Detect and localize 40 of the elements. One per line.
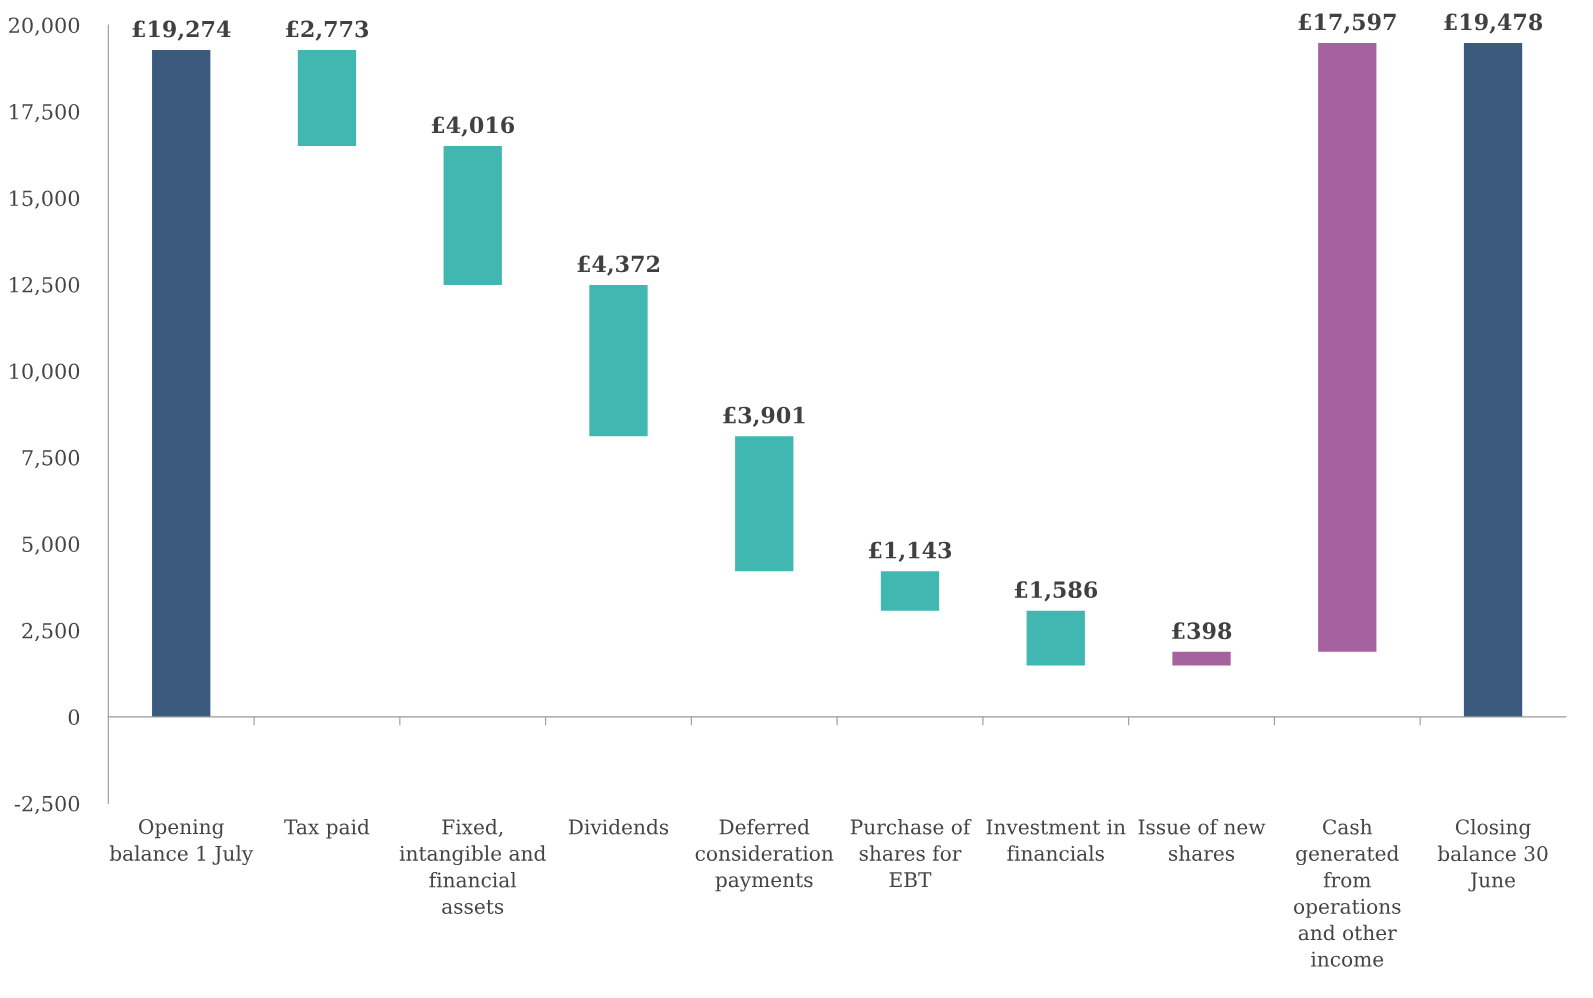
x-tick-label: Issue of new shares bbox=[1138, 818, 1266, 861]
bar bbox=[1172, 651, 1231, 666]
bar bbox=[589, 284, 648, 437]
data-label: £19,478 bbox=[1444, 13, 1543, 34]
y-tick-label: -2,500 bbox=[14, 795, 80, 815]
data-label: £19,274 bbox=[132, 20, 231, 41]
y-tick-label: 7,500 bbox=[22, 449, 80, 469]
y-tick-label: 20,000 bbox=[9, 17, 80, 36]
bar bbox=[880, 571, 940, 611]
bar bbox=[1318, 43, 1377, 652]
bar bbox=[1026, 610, 1085, 666]
bar bbox=[1463, 43, 1523, 717]
x-tick-label: Cash generated from operations and other income bbox=[1294, 818, 1401, 967]
x-tick-label: Dividends bbox=[568, 818, 669, 835]
data-label: £1,143 bbox=[869, 541, 952, 562]
data-label: £398 bbox=[1172, 622, 1232, 640]
x-tick-label: Opening balance 1 July bbox=[109, 819, 254, 866]
x-tick-label: Deferred consideration payments bbox=[695, 818, 834, 892]
y-tick-label: 5,000 bbox=[22, 536, 80, 555]
y-tick-label: 17,500 bbox=[10, 103, 80, 123]
bar bbox=[297, 50, 357, 147]
x-tick-label: Tax paid bbox=[284, 818, 370, 839]
bar bbox=[443, 146, 502, 285]
data-label: £1,586 bbox=[1014, 581, 1098, 602]
data-label: £4,372 bbox=[577, 255, 660, 276]
data-label: £2,773 bbox=[286, 20, 369, 41]
y-tick-label: 12,500 bbox=[10, 276, 80, 296]
bar bbox=[152, 50, 211, 717]
y-tick-label: 2,500 bbox=[22, 622, 80, 642]
y-tick-label: 10,000 bbox=[10, 363, 80, 382]
data-label: £4,016 bbox=[431, 116, 515, 137]
y-tick-label: 0 bbox=[68, 709, 80, 726]
data-label: £3,901 bbox=[723, 406, 805, 427]
x-tick-label: Investment in financials bbox=[986, 819, 1126, 861]
bar bbox=[735, 436, 794, 572]
y-tick-label: 15,000 bbox=[10, 190, 80, 209]
x-tick-label: Fixed, intangible and financial assets bbox=[399, 818, 546, 914]
data-label: £17,597 bbox=[1298, 13, 1396, 34]
x-tick-label: Purchase of shares for EBT bbox=[850, 818, 972, 888]
x-tick-label: Closing balance 30 June bbox=[1437, 818, 1548, 892]
